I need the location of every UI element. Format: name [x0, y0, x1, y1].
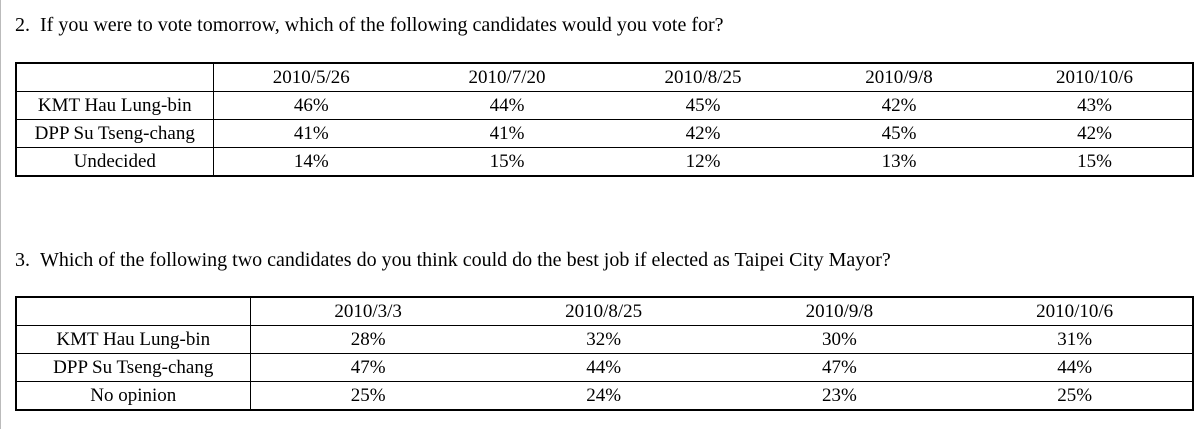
data-row: DPP Su Tseng-chang 47% 44% 47% 44%: [16, 353, 1193, 382]
cell-value: 13%: [801, 147, 997, 176]
data-row: KMT Hau Lung-bin 28% 32% 30% 31%: [16, 325, 1193, 354]
data-row: Undecided 14% 15% 12% 13% 15%: [16, 147, 1193, 176]
cell-value: 44%: [957, 353, 1193, 382]
date-header: 2010/9/8: [801, 62, 997, 92]
cell-value: 12%: [605, 147, 801, 176]
cell-value: 25%: [250, 381, 486, 410]
row-label: No opinion: [16, 381, 251, 410]
date-header: 2010/8/25: [605, 62, 801, 92]
date-header: 2010/8/25: [485, 296, 722, 326]
data-row: No opinion 25% 24% 23% 25%: [16, 381, 1193, 410]
cell-value: 43%: [997, 91, 1193, 120]
cell-value: 45%: [605, 91, 801, 120]
cell-value: 30%: [721, 325, 958, 354]
row-label: KMT Hau Lung-bin: [16, 91, 214, 120]
cell-value: 41%: [409, 119, 605, 148]
row-label: Undecided: [16, 147, 214, 176]
cell-value: 47%: [250, 353, 486, 382]
corner-cell: [16, 62, 214, 92]
question-text: Which of the following two candidates do…: [40, 249, 891, 271]
row-label: DPP Su Tseng-chang: [16, 119, 214, 148]
cell-value: 44%: [485, 353, 722, 382]
cell-value: 42%: [801, 91, 997, 120]
header-row: 2010/5/26 2010/7/20 2010/8/25 2010/9/8 2010/…: [16, 62, 1193, 92]
question-number: 3.: [15, 249, 30, 271]
cell-value: 42%: [605, 119, 801, 148]
cell-value: 32%: [485, 325, 722, 354]
cell-value: 41%: [213, 119, 409, 148]
date-header: 2010/5/26: [213, 62, 409, 92]
cell-value: 15%: [409, 147, 605, 176]
cell-value: 28%: [250, 325, 486, 354]
question-number: 2.: [15, 14, 30, 36]
corner-cell: [16, 296, 251, 326]
question-text: If you were to vote tomorrow, which of t…: [40, 14, 724, 36]
row-label: KMT Hau Lung-bin: [16, 325, 251, 354]
cell-value: 46%: [213, 91, 409, 120]
row-label: DPP Su Tseng-chang: [16, 353, 251, 382]
date-header: 2010/10/6: [997, 62, 1193, 92]
cell-value: 44%: [409, 91, 605, 120]
cell-value: 25%: [957, 381, 1193, 410]
date-header: 2010/10/6: [957, 296, 1193, 326]
cell-value: 24%: [485, 381, 722, 410]
cell-value: 23%: [721, 381, 958, 410]
cell-value: 45%: [801, 119, 997, 148]
question: 2. If you were to vote tomorrow, which of…: [15, 14, 724, 37]
question: 3. Which of the following two candidates …: [15, 249, 891, 272]
results-table: 2010/5/26 2010/7/20 2010/8/25 2010/9/8 2010/…: [15, 62, 1194, 177]
cell-value: 47%: [721, 353, 958, 382]
cell-value: 14%: [213, 147, 409, 176]
cell-value: 31%: [957, 325, 1193, 354]
data-row: DPP Su Tseng-chang 41% 41% 42% 45% 42%: [16, 119, 1193, 148]
date-header: 2010/7/20: [409, 62, 605, 92]
results-table: 2010/3/3 2010/8/25 2010/9/8 2010/10/6 KMT Ha…: [15, 296, 1194, 411]
data-row: KMT Hau Lung-bin 46% 44% 45% 42% 43%: [16, 91, 1193, 120]
date-header: 2010/9/8: [721, 296, 958, 326]
header-row: 2010/3/3 2010/8/25 2010/9/8 2010/10/6: [16, 296, 1193, 326]
cell-value: 15%: [997, 147, 1193, 176]
cell-value: 42%: [997, 119, 1193, 148]
date-header: 2010/3/3: [250, 296, 486, 326]
